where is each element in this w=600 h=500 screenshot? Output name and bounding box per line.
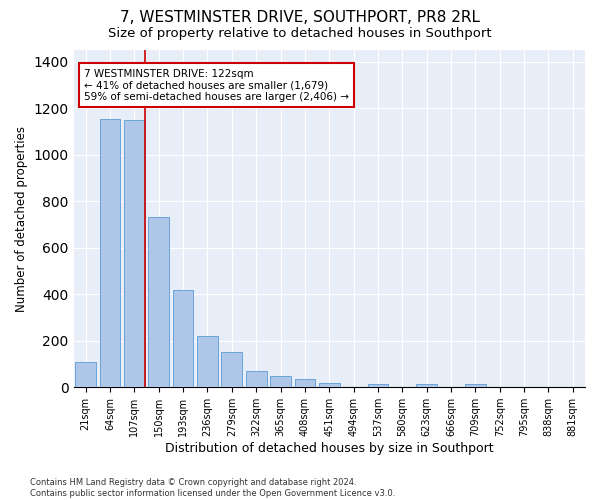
Bar (173, 290, 193, 387)
Bar (76, 362, 96, 387)
Text: Size of property relative to detached houses in Southport: Size of property relative to detached ho… (108, 28, 492, 40)
Text: Contains HM Land Registry data © Crown copyright and database right 2024.
Contai: Contains HM Land Registry data © Crown c… (30, 478, 395, 498)
Text: 7 WESTMINSTER DRIVE: 122sqm
← 41% of detached houses are smaller (1,679)
59% of : 7 WESTMINSTER DRIVE: 122sqm ← 41% of det… (84, 68, 349, 102)
Y-axis label: Number of detached properties: Number of detached properties (15, 126, 28, 312)
Bar (100, 118, 121, 387)
Bar (124, 120, 145, 387)
Bar (295, 379, 315, 387)
Bar (319, 382, 340, 387)
Bar (148, 218, 169, 387)
Bar (368, 384, 388, 387)
Text: 7, WESTMINSTER DRIVE, SOUTHPORT, PR8 2RL: 7, WESTMINSTER DRIVE, SOUTHPORT, PR8 2RL (120, 10, 480, 25)
Bar (221, 352, 242, 387)
Bar (416, 384, 437, 387)
Bar (246, 371, 266, 387)
Bar (197, 336, 218, 387)
Bar (465, 384, 486, 387)
X-axis label: Distribution of detached houses by size in Southport: Distribution of detached houses by size … (165, 442, 494, 455)
Bar (270, 376, 291, 387)
